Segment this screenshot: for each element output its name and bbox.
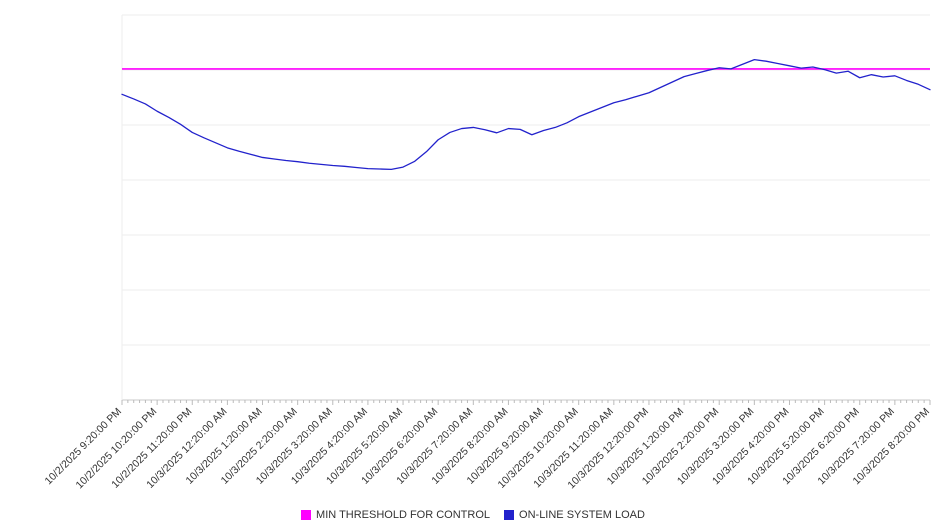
threshold-legend-label: MIN THRESHOLD FOR CONTROL xyxy=(316,509,491,521)
load-swatch xyxy=(504,510,515,520)
threshold-swatch xyxy=(301,510,312,520)
load-series-line xyxy=(121,59,931,171)
load-legend-label: ON-LINE SYSTEM LOAD xyxy=(519,509,645,521)
legend-item-load[interactable]: ON-LINE SYSTEM LOAD xyxy=(504,509,645,521)
chart-legend: MIN THRESHOLD FOR CONTROL ON-LINE SYSTEM… xyxy=(0,509,946,521)
gridlines xyxy=(122,14,930,401)
line-chart: 10/2/2025 9:20:00 PM 10/2/2025 10:20:00 P… xyxy=(43,14,933,492)
x-axis-ticks xyxy=(121,400,931,405)
legend-item-threshold[interactable]: MIN THRESHOLD FOR CONTROL xyxy=(301,509,490,521)
